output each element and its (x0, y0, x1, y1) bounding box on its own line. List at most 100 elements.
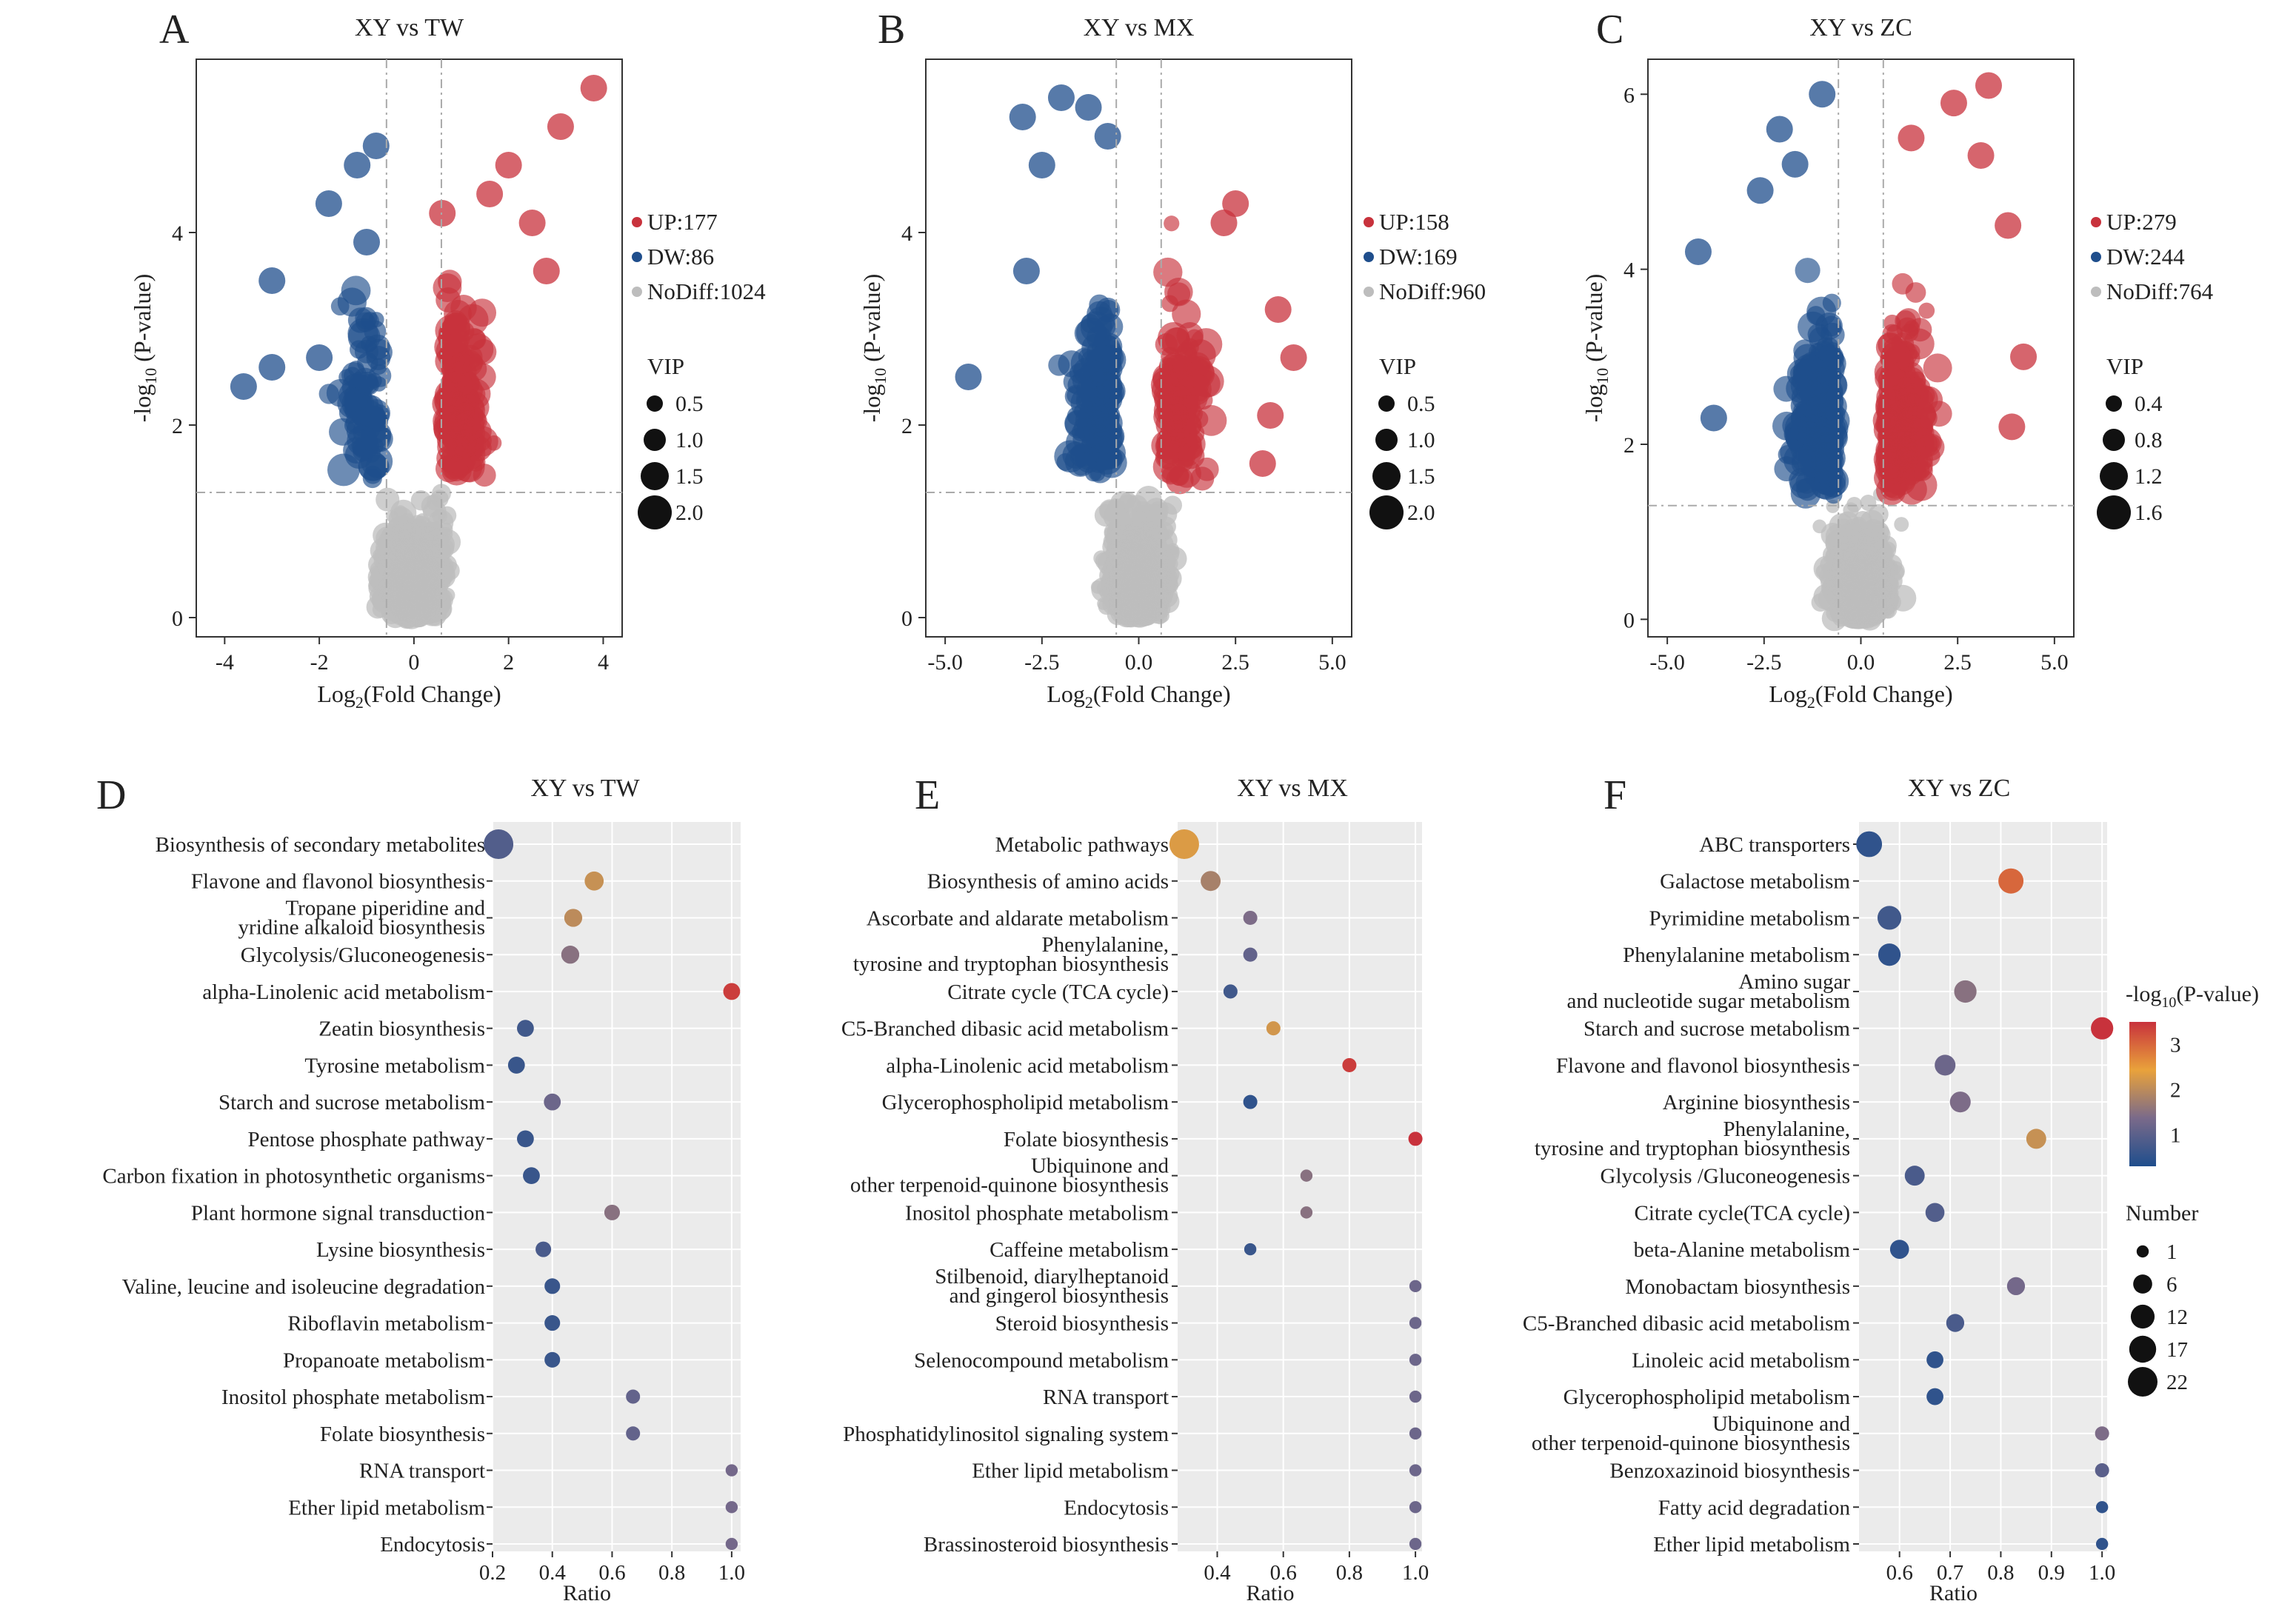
size-legend-dot (2127, 1366, 2158, 1397)
down-point (1795, 359, 1815, 378)
size-legend-label: 12 (2166, 1306, 2188, 1329)
down-point (364, 320, 387, 343)
vip-legend-title: VIP (647, 353, 684, 379)
pathway-dot (1926, 1351, 1943, 1368)
legend-label: NoDiff:960 (1379, 278, 1486, 304)
down-point (258, 354, 286, 381)
down-point (1818, 345, 1833, 361)
up-point (437, 431, 469, 463)
pathway-dot (1409, 1354, 1422, 1366)
x-tick-label: 0.2 (479, 1561, 506, 1585)
panel-title: XY vs TW (355, 14, 464, 41)
legend-swatch (632, 252, 642, 262)
x-tick-label: 0.6 (598, 1561, 625, 1585)
up-point (1903, 320, 1920, 336)
pathway-dot (2095, 1537, 2109, 1551)
nodiff-point (390, 540, 407, 557)
pathway-dot (1300, 1169, 1313, 1182)
y-tick-label: 6 (1623, 83, 1635, 107)
up-point (1883, 314, 1901, 332)
plot-background (1178, 822, 1422, 1551)
nodiff-point (1116, 561, 1138, 584)
pathway-label: ABC transporters (1699, 833, 1850, 857)
up-point (1158, 385, 1184, 412)
down-point (1090, 386, 1110, 406)
pathway-dot (1409, 1537, 1422, 1551)
pathway-label: Citrate cycle (TCA cycle) (947, 980, 1169, 1004)
pathway-label: Propanoate metabolism (283, 1348, 485, 1372)
x-tick-label: 5.0 (2040, 650, 2069, 675)
up-point (433, 385, 464, 415)
pathway-label: Glycolysis /Gluconeogenesis (1601, 1165, 1850, 1189)
nodiff-point (1147, 568, 1161, 582)
up-point (1923, 353, 1952, 383)
y-tick-label: 0 (1623, 608, 1635, 632)
pathway-label: Folate biosynthesis (320, 1423, 485, 1446)
vip-legend-label: 0.4 (2135, 392, 2163, 416)
vip-legend-dot (1369, 495, 1404, 529)
size-legend-label: 17 (2166, 1338, 2188, 1362)
up-point (1161, 404, 1184, 428)
pathway-label: Zeatin biosynthesis (318, 1017, 485, 1041)
size-legend-dot (2133, 1274, 2152, 1294)
x-tick-label: 0.4 (539, 1561, 567, 1585)
x-tick-label: 0.0 (1847, 650, 1875, 675)
panel-title: XY vs MX (1237, 775, 1348, 802)
panel-letter: D (96, 772, 126, 818)
up-point (438, 270, 462, 294)
nodiff-point (384, 595, 411, 622)
vip-legend-dot (647, 395, 663, 412)
y-tick-label: 0 (172, 606, 183, 631)
pathway-dot (1954, 980, 1977, 1003)
legend-swatch (1364, 217, 1374, 227)
x-tick-label: 1.0 (1402, 1561, 1429, 1585)
pathway-dot (626, 1389, 641, 1404)
plot-background (493, 822, 741, 1551)
pathway-label: Tyrosine metabolism (304, 1054, 485, 1077)
down-point (315, 190, 342, 217)
nodiff-point (1127, 577, 1151, 601)
pathway-dot (2026, 1129, 2046, 1149)
pathway-dot (1409, 1317, 1422, 1329)
legend-swatch (2091, 252, 2101, 262)
nodiff-point (1870, 593, 1895, 618)
vip-legend-dot (1372, 462, 1401, 490)
pathway-dot (1935, 1054, 1956, 1076)
pathway-dot (1243, 947, 1258, 962)
up-point (1176, 321, 1204, 350)
colorbar (2129, 1022, 2156, 1166)
pathway-label: Metabolic pathways (995, 833, 1169, 857)
pathway-label: RNA transport (1043, 1385, 1169, 1409)
up-point (2010, 343, 2038, 370)
vip-legend-title: VIP (1379, 353, 1416, 379)
up-point (1158, 369, 1179, 389)
x-tick-label: 0.6 (1270, 1561, 1297, 1585)
pathway-label: Benzoxazinoid biosynthesis (1609, 1460, 1850, 1483)
pathway-label: Tropane piperidine and yridine alkaloid b… (238, 896, 486, 939)
pathway-label: Folate biosynthesis (1004, 1128, 1169, 1151)
pathway-dot (725, 1464, 738, 1477)
vip-legend-label: 0.8 (2135, 428, 2163, 452)
size-legend-label: 6 (2166, 1273, 2177, 1297)
vip-legend-title: VIP (2106, 353, 2143, 379)
down-point (337, 387, 368, 418)
pathway-label: C5-Branched dibasic acid metabolism (841, 1017, 1169, 1041)
up-point (1892, 419, 1912, 438)
pathway-dot (1409, 1427, 1422, 1440)
down-point (1824, 486, 1843, 504)
colorbar-tick-label: 2 (2170, 1078, 2181, 1102)
pathway-dot (1926, 1388, 1943, 1405)
vip-legend-dot (2103, 429, 2125, 451)
panel-letter: F (1603, 772, 1626, 818)
up-point (1880, 341, 1912, 372)
x-axis-label: Log2(Fold Change) (317, 681, 501, 712)
x-axis-label: Ratio (1247, 1581, 1295, 1605)
legend-swatch (2091, 287, 2101, 297)
pathway-label: Biosynthesis of secondary metabolites (156, 833, 485, 857)
nodiff-point (376, 555, 392, 571)
up-point (533, 258, 560, 284)
down-point (1096, 348, 1122, 375)
pathway-dot (484, 829, 514, 860)
pathway-dot (1946, 1314, 1965, 1332)
pathway-label: Glycerophospholipid metabolism (1564, 1385, 1851, 1409)
